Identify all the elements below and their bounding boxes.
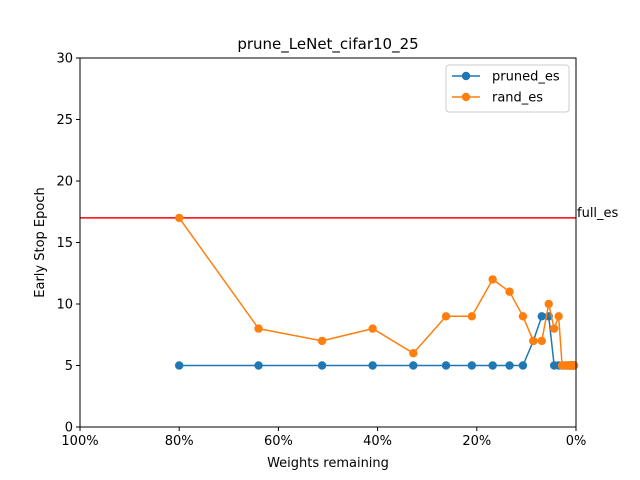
data-point-pruned-es xyxy=(409,361,418,370)
x-tick-label: 80% xyxy=(165,434,194,449)
y-tick-label: 25 xyxy=(56,113,73,128)
data-point-pruned-es xyxy=(175,361,184,370)
data-point-rand-es xyxy=(569,361,579,370)
y-axis-label: Early Stop Epoch xyxy=(33,187,48,297)
data-point-rand-es xyxy=(554,312,563,321)
x-tick-label: 60% xyxy=(264,434,293,449)
x-tick-label: 40% xyxy=(363,434,392,449)
data-point-rand-es xyxy=(544,299,553,309)
data-point-rand-es xyxy=(488,275,497,284)
data-point-rand-es xyxy=(505,287,514,296)
data-point-rand-es xyxy=(317,336,327,346)
data-point-pruned-es xyxy=(254,361,263,370)
data-point-rand-es xyxy=(441,312,451,321)
data-point-pruned-es xyxy=(505,361,514,370)
legend: pruned_es rand_es xyxy=(445,64,570,113)
data-point-rand-es xyxy=(368,324,377,333)
reference-label-full-es: full_es xyxy=(577,206,619,221)
data-point-rand-es xyxy=(175,213,184,223)
data-point-rand-es xyxy=(254,324,263,333)
data-point-rand-es xyxy=(549,324,559,333)
y-tick-label: 15 xyxy=(56,236,73,251)
data-point-pruned-es xyxy=(467,361,477,370)
y-tick-label: 0 xyxy=(65,421,73,436)
legend-marker-pruned-es xyxy=(461,71,471,81)
legend-label-pruned-es: pruned_es xyxy=(492,70,560,85)
y-tick-label: 30 xyxy=(56,52,73,67)
y-axis-ticks: 0 5 10 15 20 25 30 xyxy=(56,52,80,436)
data-point-pruned-es xyxy=(537,312,546,321)
legend-label-rand-es: rand_es xyxy=(492,91,543,106)
data-point-rand-es xyxy=(529,336,538,346)
data-point-rand-es xyxy=(467,312,477,321)
y-tick-label: 5 xyxy=(65,359,73,374)
data-point-rand-es xyxy=(537,336,546,346)
data-point-pruned-es xyxy=(441,361,451,370)
data-point-pruned-es xyxy=(518,361,528,370)
x-tick-label: 100% xyxy=(61,434,98,449)
legend-marker-rand-es xyxy=(461,92,471,102)
x-tick-label: 20% xyxy=(462,434,491,449)
x-tick-label: 0% xyxy=(566,434,587,449)
y-tick-label: 10 xyxy=(56,298,73,313)
data-point-pruned-es xyxy=(317,361,327,370)
x-axis-ticks: 100% 80% 60% 40% 20% 0% xyxy=(61,427,586,449)
data-point-pruned-es xyxy=(488,361,497,370)
series-rand-es xyxy=(175,213,579,370)
x-axis-label: Weights remaining xyxy=(267,456,389,471)
series-layer xyxy=(175,213,579,370)
chart-title: prune_LeNet_cifar10_25 xyxy=(237,35,418,54)
data-point-rand-es xyxy=(518,312,528,321)
y-tick-label: 20 xyxy=(56,175,73,190)
data-point-pruned-es xyxy=(368,361,377,370)
data-point-rand-es xyxy=(409,349,418,358)
reference-lines: full_es xyxy=(80,206,619,221)
